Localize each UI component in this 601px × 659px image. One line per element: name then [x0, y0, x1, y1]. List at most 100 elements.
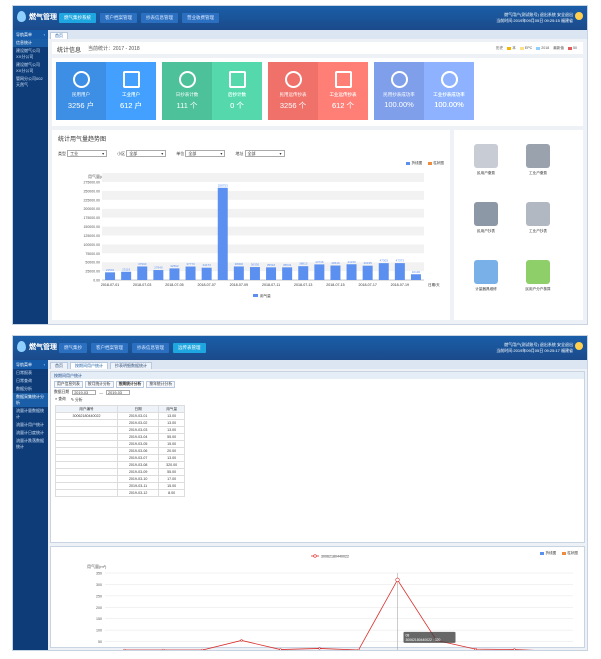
line-chart-button[interactable]: 折线图 — [540, 551, 556, 556]
data-point — [240, 639, 243, 642]
quick-link[interactable]: 工业户缴费 — [518, 144, 558, 176]
nav-item[interactable]: 营业收费管理 — [182, 13, 219, 23]
data-label: 35531 — [283, 263, 292, 267]
sidebar-item[interactable]: 数据采集统计分析 — [13, 393, 48, 407]
data-point — [395, 577, 400, 582]
collapse-icon[interactable]: ‹ — [43, 362, 45, 367]
data-label: 44150 — [347, 260, 356, 264]
sidebar-item[interactable]: 管网分公司002天然气 — [16, 76, 43, 87]
sidebar-header: 导航菜单 ‹ — [13, 360, 48, 369]
stat-card[interactable]: 民用抄表成功率 100.00% 工业抄表成功率 100.00% — [374, 62, 474, 120]
search-button[interactable]: ⌕ 查询 — [55, 397, 66, 401]
data-label: 23119 — [122, 267, 130, 271]
line-chart-button[interactable]: 折线图 — [406, 161, 422, 166]
tab-detail-stats[interactable]: 抄表明细数据统计 — [110, 362, 152, 369]
sidebar-header: 导航菜单 ‹ — [13, 30, 48, 39]
nav-item[interactable]: 客户档案管理 — [100, 13, 137, 23]
user-id-cell — [55, 489, 118, 497]
sidebar-item[interactable]: 流量计量数据统计 — [16, 408, 44, 419]
filter-select[interactable]: 全部 — [126, 150, 167, 157]
filter-select[interactable]: 工业 — [67, 150, 108, 157]
x-tick-label: 2018-07-15 — [326, 283, 344, 287]
chart-type-buttons: 折线图 柱状图 — [540, 551, 578, 556]
check-circle-icon — [390, 71, 408, 88]
bar — [362, 265, 373, 280]
y-tick-label: 100000.00 — [83, 243, 100, 247]
table-row: 30062180440022 2019-03-01 13.00 — [55, 412, 185, 420]
sidebar-item[interactable]: 信息统计 — [13, 39, 48, 47]
nav-item[interactable]: 抄表信息管理 — [132, 343, 169, 353]
filter-label: 类型 — [58, 151, 66, 156]
y-tick-label: 175000.00 — [83, 216, 100, 220]
usage-cell: 320.00 — [158, 461, 185, 469]
subtab-monthly[interactable]: 按月统计分析 — [84, 381, 114, 388]
filter-select[interactable]: 全部 — [185, 150, 226, 157]
sidebar-title: 导航菜单 — [16, 32, 32, 37]
line-chart-panel: 折线图 柱状图 30062180440022 用气量(m³) 0 50 100 150 20… — [50, 546, 585, 650]
data-label: 16130 — [412, 270, 421, 274]
tab-home[interactable]: 首页 — [50, 32, 68, 39]
user-id-cell — [55, 426, 118, 434]
bar — [378, 263, 389, 280]
subtab-yearly[interactable]: 按年统计分析 — [146, 381, 176, 388]
quick-link[interactable]: 计量器具维修 — [466, 260, 506, 292]
analyze-button[interactable]: ✎ 分析 — [70, 398, 83, 402]
sidebar-item[interactable]: 日常查询 — [16, 378, 32, 383]
stat-card[interactable]: 日抄表计数 111 个 后抄计数 0 个 — [162, 62, 262, 120]
date-cell: 2019-03-12 — [116, 489, 160, 497]
legend-label: 用气量 — [260, 293, 271, 298]
quick-link[interactable]: 民用户分户核算 — [518, 260, 558, 292]
nav-item[interactable]: 远传表管理 — [173, 343, 206, 353]
user-id-cell — [55, 454, 118, 462]
filter-label: 小区 — [117, 151, 126, 156]
sidebar-item[interactable]: 流量计跌落数据统计 — [16, 438, 44, 449]
nav-item[interactable]: 抄表信息管理 — [141, 13, 178, 23]
date-cell: 2019-03-03 — [116, 426, 160, 434]
sidebar-item[interactable]: 流量计用户统计 — [16, 422, 44, 427]
nav-item[interactable]: 燃气集抄 — [59, 343, 87, 353]
avatar[interactable] — [575, 12, 583, 20]
tab-home[interactable]: 首页 — [50, 362, 68, 369]
current-time: 当前时间:2019年09月05日 09:25:15 福建省 — [496, 18, 573, 23]
avatar[interactable] — [575, 342, 583, 350]
data-point — [318, 647, 321, 650]
analyze-icon: ✎ — [70, 398, 74, 402]
user-links[interactable]: 燃气用户(测试账号) 退出系统 安全退出 — [504, 12, 573, 17]
quick-link[interactable]: 工业户抄表 — [518, 202, 558, 234]
check-circle-icon — [440, 71, 458, 88]
stat-card-half: 民用抄表成功率 100.00% — [374, 62, 424, 120]
subtab-weekly[interactable]: 按周统计分析 — [115, 381, 145, 388]
tab-period-stats[interactable]: 按期间用户统计 — [70, 362, 108, 369]
legend-swatch — [253, 294, 258, 297]
stat-card[interactable]: 民用用户 3256 户 工业用户 612 户 — [56, 62, 156, 120]
date-from-input[interactable]: 2019-03 — [72, 390, 97, 395]
bar — [410, 274, 421, 280]
stat-card-label: 后抄计数 — [228, 92, 246, 97]
sidebar-item[interactable]: 建设燃气公司XX分公司 — [16, 62, 40, 73]
table-row: 2019-03-03 13.00 — [55, 426, 185, 434]
sidebar-item[interactable]: 日常报表 — [16, 370, 32, 375]
grid-band — [102, 190, 424, 200]
stat-card[interactable]: 民用远传抄表 3256 个 工业远传抄表 612 个 — [268, 62, 368, 120]
filter-select[interactable]: 全部 — [244, 150, 285, 157]
nav-item[interactable]: 客户档案管理 — [91, 343, 128, 353]
nav-item[interactable]: 燃气集抄系统 — [59, 13, 96, 23]
quick-link[interactable]: 民用户抄表 — [466, 202, 506, 234]
quick-link[interactable]: 民用户缴费 — [466, 144, 506, 176]
date-cell: 2019-03-09 — [116, 468, 160, 476]
bar — [121, 271, 132, 280]
sidebar-item[interactable]: 数据分析 — [16, 386, 32, 391]
stats-period: 当前统计：2017 - 2018 — [88, 46, 140, 52]
grid-band — [102, 262, 424, 272]
subtab-user-list[interactable]: 用户信息列表 — [54, 381, 83, 388]
user-links[interactable]: 燃气用户(测试账号) 退出系统 安全退出 — [504, 342, 573, 347]
collapse-icon[interactable]: ‹ — [43, 32, 45, 37]
bar-chart-button[interactable]: 柱状图 — [562, 551, 578, 556]
top-legend: 历史 本 EPC 2018 最新值 50 — [496, 46, 577, 51]
sidebar-item[interactable]: 建设燃气公司XX分公司 — [16, 48, 40, 59]
sidebar-item[interactable]: 流量计日度统计 — [16, 430, 44, 435]
bar-chart-icon — [178, 71, 196, 88]
date-to-input[interactable]: 2019-03 — [105, 390, 130, 395]
dashboard-screenshot: 燃气管理 燃气集抄系统 客户档案管理 抄表信息管理 营业收费管理 燃气用户(测试… — [12, 5, 588, 325]
bar-chart-button[interactable]: 柱状图 — [428, 161, 444, 166]
